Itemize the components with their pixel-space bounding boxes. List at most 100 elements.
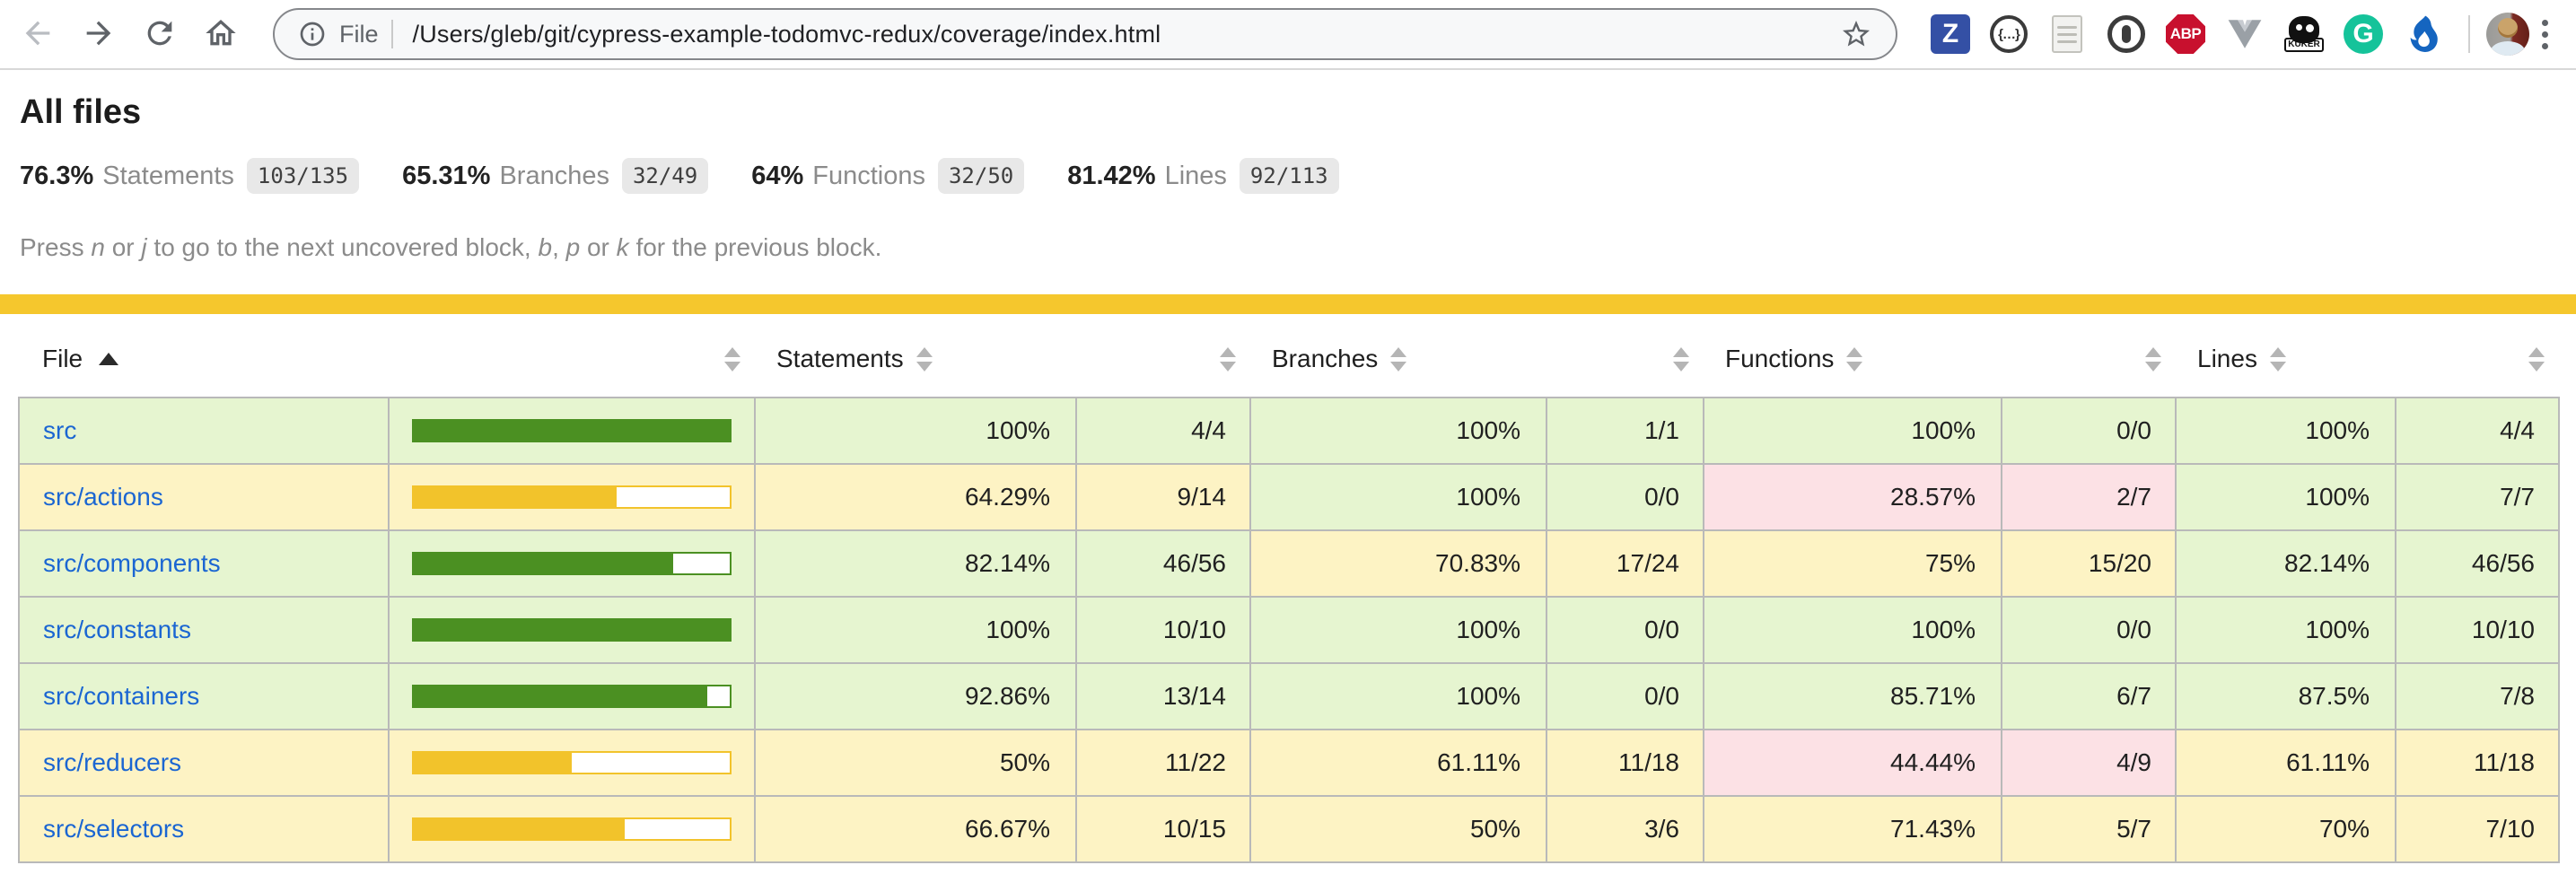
vue-devtools-extension-icon[interactable]: [2225, 14, 2265, 54]
page-info-icon[interactable]: [298, 20, 327, 48]
bookmark-star-icon[interactable]: [1840, 18, 1872, 50]
onepassword-extension-icon[interactable]: [2107, 14, 2146, 54]
header-lines-raw-sorter[interactable]: [2396, 314, 2559, 398]
statements-fraction-cell: 11/22: [1075, 729, 1251, 797]
kuker-extension-icon[interactable]: KUKER: [2284, 14, 2324, 54]
coverage-table-body: src 100% 4/4 100% 1/1 100% 0/0 100% 4/4 …: [18, 397, 2560, 863]
sort-icon: [1390, 346, 1407, 371]
header-chart-sorter[interactable]: [389, 314, 755, 398]
back-button[interactable]: [16, 13, 59, 56]
functions-pct-cell: 85.71%: [1703, 662, 2002, 730]
branches-fraction-cell: 0/0: [1546, 662, 1704, 730]
browser-toolbar: File /Users/gleb/git/cypress-example-tod…: [0, 0, 2576, 70]
adblock-plus-extension-icon[interactable]: ABP: [2166, 14, 2205, 54]
zotero-extension-icon[interactable]: Z: [1931, 14, 1970, 54]
json-viewer-extension-icon[interactable]: {…}: [1990, 15, 2028, 53]
header-branches[interactable]: Branches: [1250, 314, 1546, 398]
header-statements-raw-sorter[interactable]: [1076, 314, 1250, 398]
file-cell: src/containers: [18, 662, 390, 730]
branches-pct-cell: 50%: [1249, 795, 1547, 863]
lines-fraction-cell: 10/10: [2395, 596, 2560, 664]
browser-menu-icon[interactable]: [2542, 19, 2548, 49]
summary-pct: 81.42%: [1067, 161, 1156, 190]
sort-icon: [1220, 346, 1236, 371]
summary-label: Statements: [102, 161, 234, 190]
file-link[interactable]: src/containers: [43, 682, 200, 710]
functions-fraction-cell: 4/9: [2001, 729, 2177, 797]
functions-fraction-cell: 5/7: [2001, 795, 2177, 863]
coverage-bar-fill: [414, 421, 730, 441]
table-header-row: File Statements Branches Functions Lines: [19, 314, 2559, 398]
file-link[interactable]: src/components: [43, 549, 221, 577]
summary-metric: 76.3% Statements 103/135: [20, 158, 360, 194]
functions-pct-cell: 100%: [1703, 397, 2002, 465]
file-cell: src/actions: [18, 463, 390, 531]
lines-pct-cell: 87.5%: [2175, 662, 2396, 730]
lines-pct-cell: 100%: [2175, 596, 2396, 664]
branches-pct-cell: 61.11%: [1249, 729, 1547, 797]
header-lines[interactable]: Lines: [2176, 314, 2396, 398]
summary-fraction: 32/49: [621, 158, 709, 194]
sort-icon: [916, 346, 933, 371]
functions-pct-cell: 44.44%: [1703, 729, 2002, 797]
lines-fraction-cell: 7/7: [2395, 463, 2560, 531]
blue-swirl-extension-icon[interactable]: [2403, 14, 2442, 54]
coverage-bar: [412, 618, 732, 642]
header-functions[interactable]: Functions: [1704, 314, 2002, 398]
toolbar-divider: [2468, 15, 2470, 53]
table-row: src/components 82.14% 46/56 70.83% 17/24…: [18, 529, 2560, 598]
home-button[interactable]: [199, 13, 242, 56]
functions-fraction-cell: 15/20: [2001, 529, 2177, 598]
file-link[interactable]: src/actions: [43, 483, 163, 511]
statements-fraction-cell: 4/4: [1075, 397, 1251, 465]
chart-cell: [388, 729, 756, 797]
table-row: src/selectors 66.67% 10/15 50% 3/6 71.43…: [18, 795, 2560, 863]
file-link[interactable]: src/selectors: [43, 815, 185, 843]
functions-pct-cell: 100%: [1703, 596, 2002, 664]
back-icon: [20, 15, 56, 54]
header-file[interactable]: File: [19, 314, 389, 398]
statements-fraction-cell: 9/14: [1075, 463, 1251, 531]
extensions-row: Z {…} ABP KUKER G: [1921, 13, 2555, 56]
summary-metric: 65.31% Branches 32/49: [402, 158, 709, 194]
sort-icon: [2145, 346, 2161, 371]
summary-label: Branches: [499, 161, 609, 190]
sort-icon: [724, 346, 740, 371]
coverage-bar-fill: [414, 819, 625, 839]
file-link[interactable]: src/reducers: [43, 748, 182, 776]
file-link[interactable]: src: [43, 416, 77, 444]
kuker-monster-icon: [2289, 16, 2319, 43]
reload-button[interactable]: [138, 13, 181, 56]
functions-pct-cell: 75%: [1703, 529, 2002, 598]
omnibox-divider: [390, 20, 393, 48]
branches-pct-cell: 100%: [1249, 463, 1547, 531]
branches-pct-cell: 70.83%: [1249, 529, 1547, 598]
lines-pct-cell: 100%: [2175, 463, 2396, 531]
forward-icon: [81, 15, 117, 54]
header-functions-raw-sorter[interactable]: [2002, 314, 2176, 398]
statements-pct-cell: 66.67%: [754, 795, 1077, 863]
keyhole-icon: [2107, 15, 2145, 53]
sort-icon: [2528, 346, 2545, 371]
statements-pct-cell: 100%: [754, 397, 1077, 465]
chart-cell: [388, 596, 756, 664]
statements-pct-cell: 100%: [754, 596, 1077, 664]
file-cell: src: [18, 397, 390, 465]
forward-button[interactable]: [77, 13, 120, 56]
file-link[interactable]: src/constants: [43, 616, 191, 643]
address-bar[interactable]: File /Users/gleb/git/cypress-example-tod…: [273, 8, 1897, 60]
grammarly-extension-icon[interactable]: G: [2344, 14, 2383, 54]
url-text[interactable]: /Users/gleb/git/cypress-example-todomvc-…: [412, 20, 1161, 48]
lines-fraction-cell: 7/8: [2395, 662, 2560, 730]
summary-fraction: 92/113: [1239, 158, 1339, 194]
header-branches-raw-sorter[interactable]: [1546, 314, 1704, 398]
branches-fraction-cell: 0/0: [1546, 596, 1704, 664]
chart-cell: [388, 795, 756, 863]
functions-pct-cell: 71.43%: [1703, 795, 2002, 863]
reload-icon: [142, 15, 178, 54]
summary-label: Functions: [812, 161, 925, 190]
header-statements[interactable]: Statements: [755, 314, 1076, 398]
userscript-extension-icon[interactable]: [2047, 14, 2087, 54]
statements-pct-cell: 50%: [754, 729, 1077, 797]
profile-avatar[interactable]: [2486, 13, 2529, 56]
